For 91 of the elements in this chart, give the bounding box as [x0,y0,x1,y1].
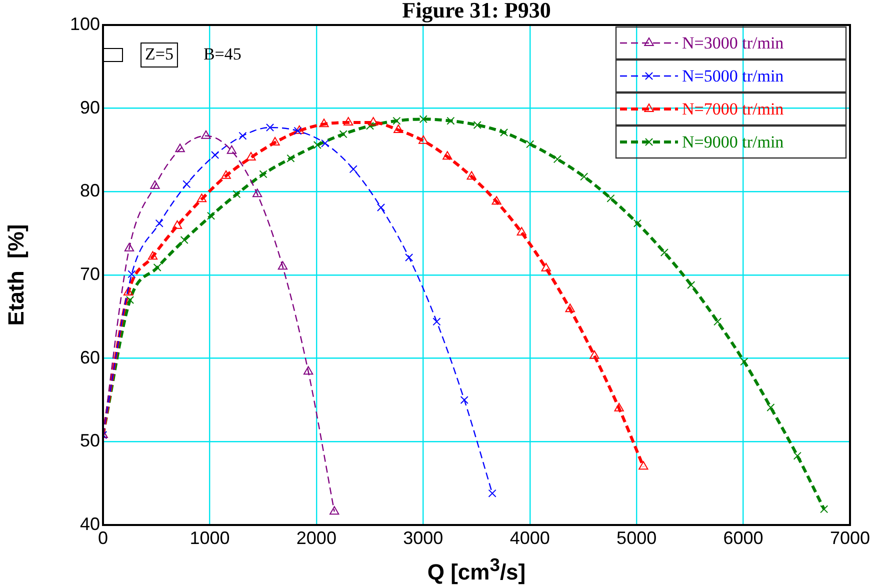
point [286,154,295,162]
point [294,125,304,134]
point [344,117,354,126]
x-axis-title: Q [cm$^{3}$/s] [426,554,527,584]
point [266,123,274,132]
point [442,151,452,160]
point [153,263,162,272]
point [488,489,496,498]
point [633,219,642,228]
point [246,152,256,160]
point [319,118,329,128]
point [553,155,562,164]
y-axis-title: Etath [%] [3,224,28,326]
point [660,248,668,257]
point [460,396,468,404]
point [278,261,288,270]
point [155,219,164,228]
x-tick-label: 3000 [403,528,444,548]
point [201,130,211,139]
point [405,253,414,262]
x-tick-label: 6000 [723,528,764,548]
point [252,188,262,198]
point [638,461,648,470]
point [321,139,330,148]
x-tick-label: 2000 [296,528,336,548]
x-tick-label: 1000 [190,528,230,548]
point [180,236,188,244]
point [500,128,508,137]
point [766,403,775,412]
point [392,116,401,125]
y-tick-label: 90 [80,97,100,118]
point [349,165,358,174]
point [123,287,134,296]
chart-title: Figure 31: P930 [402,0,551,23]
point [148,251,158,260]
y-tick-label: 100 [70,14,100,34]
point [366,122,374,130]
point [196,194,207,202]
point [182,180,191,188]
point [206,212,216,220]
point [124,242,134,252]
point [294,126,302,135]
y-tick-label: 80 [80,180,100,201]
point [687,280,696,290]
point [740,358,748,366]
point [221,170,231,179]
point [565,304,575,312]
point [541,262,551,272]
point [446,116,455,125]
point [394,124,404,133]
point [172,220,182,229]
y-tick-label: 50 [80,430,100,451]
point [526,140,534,148]
point [606,194,615,202]
point [150,180,160,189]
x-tick-label: 0 [98,528,108,548]
point [466,171,476,180]
point [473,120,482,130]
point [270,137,280,146]
point [432,318,441,326]
point [419,115,428,124]
x-tick-label: 5000 [616,528,657,548]
x-tick-label: 4000 [510,528,550,548]
point [368,117,378,126]
point [614,402,624,412]
point [590,350,600,359]
point [128,270,136,278]
point [175,144,185,152]
point [303,366,314,375]
point [259,170,268,178]
point [820,505,828,514]
point [339,130,348,138]
y-tick-label: 60 [80,347,100,368]
point [330,506,340,515]
point [492,196,502,205]
point [313,140,322,150]
point [226,145,237,154]
point [793,452,802,460]
point [238,132,247,140]
point [126,296,134,304]
point [714,318,722,326]
y-tick-label: 40 [80,514,100,534]
point [376,203,386,212]
point [232,190,241,198]
point [418,135,428,144]
point [580,172,588,181]
x-tick-label: 7000 [830,528,870,548]
y-tick-label: 70 [80,264,100,284]
annotation: Z=5 [145,44,174,64]
point [211,150,220,160]
point [516,227,526,236]
